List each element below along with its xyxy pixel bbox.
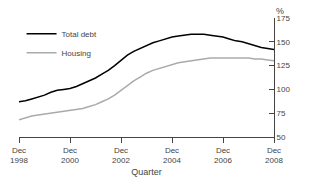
svg-text:100: 100 xyxy=(277,85,291,94)
svg-text:150: 150 xyxy=(277,38,291,47)
svg-text:125: 125 xyxy=(277,61,291,70)
svg-text:Dec2006: Dec2006 xyxy=(214,146,232,165)
svg-text:50: 50 xyxy=(277,133,286,142)
svg-text:Total debt: Total debt xyxy=(62,30,97,39)
svg-text:75: 75 xyxy=(277,109,286,118)
svg-text:%: % xyxy=(276,6,284,16)
svg-text:Dec2004: Dec2004 xyxy=(163,146,181,165)
svg-text:Dec2000: Dec2000 xyxy=(61,146,79,165)
svg-text:Housing: Housing xyxy=(62,49,91,58)
svg-text:Quarter: Quarter xyxy=(131,167,162,177)
svg-text:Dec2008: Dec2008 xyxy=(265,146,283,165)
svg-text:175: 175 xyxy=(277,14,291,23)
svg-text:Dec1998: Dec1998 xyxy=(10,146,28,165)
svg-text:Dec2002: Dec2002 xyxy=(112,146,130,165)
